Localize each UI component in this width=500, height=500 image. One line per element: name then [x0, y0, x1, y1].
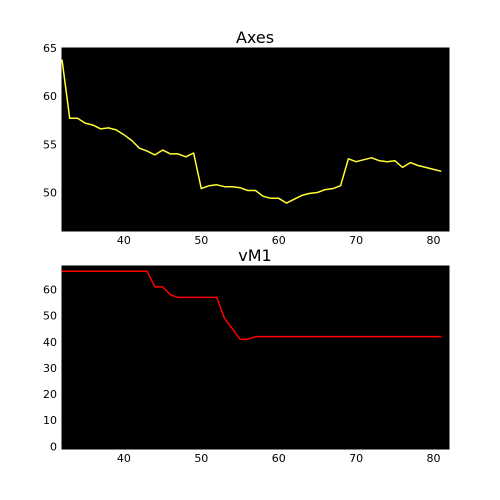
data-point — [263, 196, 264, 197]
data-point — [255, 190, 256, 191]
data-point — [371, 157, 372, 158]
data-point — [170, 294, 171, 295]
data-point — [286, 203, 287, 204]
subplot-title-axes: Axes — [236, 28, 274, 47]
data-point — [216, 297, 217, 298]
x-tick-label: 70 — [349, 234, 363, 247]
y-tick-label: 40 — [43, 336, 57, 349]
x-tick-label: 70 — [349, 452, 363, 465]
x-tick-label: 50 — [194, 234, 208, 247]
data-point — [62, 59, 63, 60]
data-point — [301, 195, 302, 196]
plot-area-vm1 — [61, 265, 450, 450]
data-point — [410, 162, 411, 163]
data-point — [193, 153, 194, 154]
series-line-vm1 — [62, 270, 442, 340]
x-tick-label: 40 — [117, 452, 131, 465]
data-point — [433, 169, 434, 170]
data-point — [123, 134, 124, 135]
data-point — [418, 165, 419, 166]
y-tick-label: 60 — [43, 90, 57, 103]
data-point — [170, 153, 171, 154]
y-tick-label: 55 — [43, 138, 57, 151]
tick-labels-axes: 40 50 60 70 80 50 55 60 65 — [43, 42, 441, 247]
data-point — [255, 336, 256, 337]
data-point — [441, 171, 442, 172]
series-line-axes — [61, 59, 442, 204]
data-point — [363, 159, 364, 160]
data-point — [317, 192, 318, 193]
data-point — [147, 151, 148, 152]
y-tick-label: 65 — [43, 42, 57, 55]
data-point — [240, 187, 241, 188]
data-point — [116, 129, 117, 130]
data-point — [247, 190, 248, 191]
data-point — [201, 188, 202, 189]
y-tick-label: 10 — [43, 414, 57, 427]
x-tick-label: 60 — [272, 452, 286, 465]
data-point — [441, 336, 442, 337]
data-point — [379, 160, 380, 161]
data-point — [147, 271, 148, 272]
data-point — [232, 186, 233, 187]
data-point — [387, 161, 388, 162]
y-tick-label: 50 — [43, 186, 57, 199]
data-point — [309, 193, 310, 194]
data-point — [131, 140, 132, 141]
data-point — [356, 161, 357, 162]
data-point — [402, 167, 403, 168]
data-point — [162, 150, 163, 151]
data-point — [77, 118, 78, 119]
y-tick-label: 30 — [43, 362, 57, 375]
x-tick-label: 50 — [194, 452, 208, 465]
data-point — [185, 156, 186, 157]
data-point — [348, 158, 349, 159]
data-point — [224, 186, 225, 187]
data-point — [162, 286, 163, 287]
x-tick-label: 80 — [427, 234, 441, 247]
data-point — [232, 328, 233, 329]
data-point — [139, 148, 140, 149]
data-point — [154, 286, 155, 287]
data-point — [100, 128, 101, 129]
data-point — [332, 188, 333, 189]
subplot-axes: Axes 40 50 60 70 80 50 55 60 65 — [43, 28, 450, 247]
data-point — [69, 118, 70, 119]
data-point — [278, 198, 279, 199]
y-tick-label: 20 — [43, 388, 57, 401]
series-group-vm1 — [62, 270, 442, 340]
data-point — [85, 123, 86, 124]
y-tick-label: 50 — [43, 310, 57, 323]
data-point — [394, 160, 395, 161]
data-point — [178, 297, 179, 298]
series-group-axes — [61, 59, 442, 204]
data-point — [62, 271, 63, 272]
data-point — [294, 199, 295, 200]
data-point — [247, 339, 248, 340]
y-tick-label: 60 — [43, 284, 57, 297]
x-tick-label: 40 — [117, 234, 131, 247]
data-point — [209, 185, 210, 186]
data-point — [154, 154, 155, 155]
data-point — [224, 318, 225, 319]
subplot-title-vm1: vM1 — [238, 246, 271, 265]
plot-area-axes — [61, 47, 450, 232]
y-tick-label: 0 — [50, 440, 57, 453]
data-point — [178, 153, 179, 154]
tick-labels-vm1: 40 50 60 70 80 0 10 20 30 40 50 60 — [43, 284, 441, 465]
subplot-vm1: vM1 40 50 60 70 80 0 10 20 30 40 50 60 — [43, 246, 450, 465]
data-point — [271, 198, 272, 199]
data-point — [340, 185, 341, 186]
data-point — [325, 189, 326, 190]
data-point — [93, 125, 94, 126]
data-point — [240, 339, 241, 340]
x-tick-label: 80 — [427, 452, 441, 465]
data-point — [425, 167, 426, 168]
data-point — [108, 127, 109, 128]
data-point — [216, 184, 217, 185]
x-tick-label: 60 — [272, 234, 286, 247]
